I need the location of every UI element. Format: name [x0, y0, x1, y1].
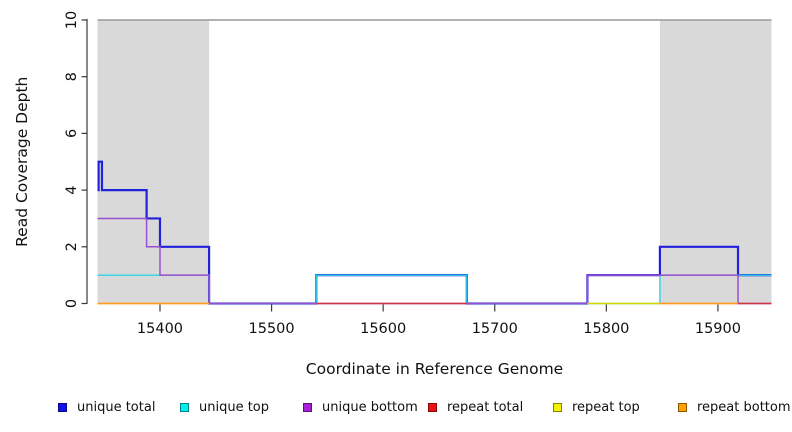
legend-item-repeat-top: repeat top — [553, 398, 640, 416]
legend-label: repeat bottom — [697, 399, 791, 415]
x-tick-label: 15900 — [695, 321, 741, 337]
legend-swatch-repeat-total — [428, 402, 437, 412]
x-tick-label: 15400 — [137, 321, 183, 337]
x-tick-label: 15600 — [360, 321, 406, 337]
y-tick-label: 2 — [64, 242, 80, 251]
legend-label: unique top — [199, 399, 270, 415]
y-axis-title: Read Coverage Depth — [13, 77, 31, 247]
legend-label: repeat total — [447, 399, 524, 415]
legend-label: repeat top — [572, 399, 640, 415]
x-tick-label: 15500 — [249, 321, 295, 337]
legend-swatch-repeat-bottom — [678, 402, 687, 412]
legend-item-repeat-total: repeat total — [428, 398, 523, 416]
legend: unique total unique top unique bottom re… — [0, 398, 792, 418]
legend-item-unique-total: unique total — [58, 398, 155, 416]
shaded-repeat-region — [659, 20, 772, 304]
y-tick-label: 10 — [64, 11, 80, 29]
legend-item-repeat-bottom: repeat bottom — [678, 398, 791, 416]
legend-swatch-repeat-top — [553, 402, 562, 412]
legend-item-unique-top: unique top — [180, 398, 269, 416]
coverage-plot-svg: 0 2 4 6 8 10 15400 15500 15600 15700 15800 15900 Coo… — [13, 11, 772, 378]
x-tick-label: 15700 — [472, 321, 518, 337]
y-tick-label: 6 — [64, 129, 80, 138]
legend-item-unique-bottom: unique bottom — [303, 398, 418, 416]
legend-swatch-unique-top — [180, 402, 189, 412]
shaded-repeat-region — [97, 20, 210, 304]
legend-swatch-unique-total — [58, 402, 67, 412]
legend-label: unique total — [77, 399, 156, 415]
y-tick-label: 0 — [64, 299, 80, 308]
x-axis-title: Coordinate in Reference Genome — [306, 360, 563, 378]
legend-label: unique bottom — [322, 399, 418, 415]
y-tick-label: 4 — [64, 185, 80, 194]
legend-swatch-unique-bottom — [303, 402, 312, 412]
x-tick-label: 15800 — [583, 321, 629, 337]
series-line-unique-bottom — [97, 217, 772, 305]
y-tick-label: 8 — [64, 72, 80, 81]
